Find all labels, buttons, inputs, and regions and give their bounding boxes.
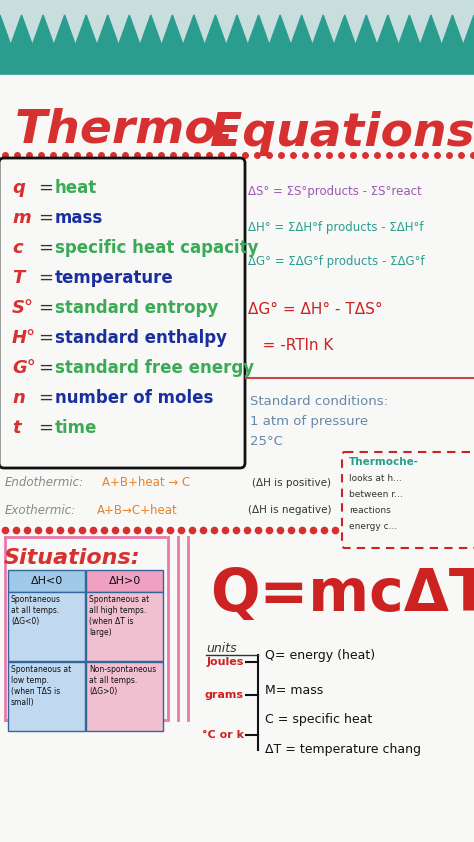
Text: S°: S° — [12, 299, 34, 317]
FancyBboxPatch shape — [86, 570, 163, 592]
Text: standard free energy: standard free energy — [55, 359, 254, 377]
Text: Exothermic:: Exothermic: — [5, 504, 76, 516]
Text: Spontaneous
at all temps.
(ΔG<0): Spontaneous at all temps. (ΔG<0) — [11, 595, 61, 626]
Text: Standard conditions:
1 atm of pressure
25°C: Standard conditions: 1 atm of pressure 2… — [250, 395, 388, 448]
Text: Q=mcΔT: Q=mcΔT — [210, 567, 474, 623]
Text: Endothermic:: Endothermic: — [5, 477, 84, 489]
FancyBboxPatch shape — [8, 662, 85, 731]
Text: Spontaneous at
low temp.
(when TΔS is
small): Spontaneous at low temp. (when TΔS is sm… — [11, 665, 71, 707]
Text: temperature: temperature — [55, 269, 174, 287]
Text: units: units — [206, 642, 237, 654]
Polygon shape — [442, 15, 463, 75]
Text: grams: grams — [205, 690, 244, 700]
Text: q: q — [12, 179, 25, 197]
Text: M= mass: M= mass — [265, 684, 323, 696]
FancyBboxPatch shape — [86, 662, 163, 731]
Text: mass: mass — [55, 209, 103, 227]
Text: (ΔH is positive): (ΔH is positive) — [252, 478, 331, 488]
Text: =: = — [38, 419, 53, 437]
Text: standard entropy: standard entropy — [55, 299, 218, 317]
Polygon shape — [183, 15, 205, 75]
Polygon shape — [312, 15, 334, 75]
Text: reactions: reactions — [349, 506, 391, 515]
Text: ΔH>0: ΔH>0 — [109, 576, 141, 586]
Polygon shape — [334, 15, 356, 75]
Text: n: n — [12, 389, 25, 407]
Text: A+B→C+heat: A+B→C+heat — [97, 504, 178, 516]
Polygon shape — [356, 15, 377, 75]
Text: =: = — [38, 209, 53, 227]
Polygon shape — [75, 15, 97, 75]
Polygon shape — [97, 15, 118, 75]
FancyBboxPatch shape — [342, 452, 474, 548]
Text: ΔS° = ΣS°products - ΣS°react: ΔS° = ΣS°products - ΣS°react — [248, 185, 422, 199]
Text: T: T — [12, 269, 24, 287]
Text: standard enthalpy: standard enthalpy — [55, 329, 227, 347]
Text: °C or k: °C or k — [202, 730, 244, 740]
Polygon shape — [11, 15, 32, 75]
Text: time: time — [55, 419, 97, 437]
Polygon shape — [269, 15, 291, 75]
Polygon shape — [54, 15, 75, 75]
Text: =: = — [38, 299, 53, 317]
Polygon shape — [205, 15, 226, 75]
Text: A+B+heat → C: A+B+heat → C — [102, 477, 190, 489]
Text: ΔH° = ΣΔH°f products - ΣΔH°f: ΔH° = ΣΔH°f products - ΣΔH°f — [248, 221, 423, 235]
Text: energy c...: energy c... — [349, 522, 397, 531]
Text: (ΔH is negative): (ΔH is negative) — [248, 505, 331, 515]
Text: =: = — [38, 239, 53, 257]
Text: Equations: Equations — [210, 110, 474, 156]
FancyBboxPatch shape — [8, 592, 85, 661]
Text: t: t — [12, 419, 21, 437]
Text: ΔG° = ΔH° - TΔS°: ΔG° = ΔH° - TΔS° — [248, 302, 383, 317]
Text: Thermoche-: Thermoche- — [349, 457, 419, 467]
Polygon shape — [248, 15, 269, 75]
Text: ΔT = temperature chang: ΔT = temperature chang — [265, 743, 421, 756]
Text: =: = — [38, 179, 53, 197]
FancyBboxPatch shape — [8, 570, 85, 592]
Polygon shape — [140, 15, 162, 75]
Text: Joules: Joules — [207, 657, 244, 667]
Polygon shape — [420, 15, 442, 75]
Text: between r...: between r... — [349, 490, 403, 499]
Text: heat: heat — [55, 179, 97, 197]
Text: number of moles: number of moles — [55, 389, 213, 407]
Text: ΔG° = ΣΔG°f products - ΣΔG°f: ΔG° = ΣΔG°f products - ΣΔG°f — [248, 255, 425, 269]
Text: Situations:: Situations: — [4, 548, 141, 568]
Text: =: = — [38, 389, 53, 407]
Text: looks at h...: looks at h... — [349, 474, 402, 483]
Polygon shape — [0, 0, 474, 75]
Text: = -RTln K: = -RTln K — [248, 338, 333, 353]
Polygon shape — [377, 15, 399, 75]
Polygon shape — [32, 15, 54, 75]
Text: c: c — [12, 239, 23, 257]
Polygon shape — [0, 75, 474, 842]
Text: H°: H° — [12, 329, 36, 347]
FancyBboxPatch shape — [86, 592, 163, 661]
Polygon shape — [118, 15, 140, 75]
Text: Thermo.: Thermo. — [15, 108, 236, 152]
Text: ΔH<0: ΔH<0 — [31, 576, 63, 586]
Text: Q= energy (heat): Q= energy (heat) — [265, 648, 375, 662]
Polygon shape — [226, 15, 248, 75]
Polygon shape — [463, 15, 474, 75]
Text: Spontaneous at
all high temps.
(when ΔT is
large): Spontaneous at all high temps. (when ΔT … — [89, 595, 149, 637]
Text: =: = — [38, 269, 53, 287]
Polygon shape — [162, 15, 183, 75]
Text: G°: G° — [12, 359, 36, 377]
Polygon shape — [0, 15, 11, 75]
Text: =: = — [38, 359, 53, 377]
Polygon shape — [399, 15, 420, 75]
Polygon shape — [291, 15, 312, 75]
Text: C = specific heat: C = specific heat — [265, 713, 372, 727]
Text: m: m — [12, 209, 31, 227]
Text: specific heat capacity: specific heat capacity — [55, 239, 258, 257]
Text: =: = — [38, 329, 53, 347]
Text: Non-spontaneous
at all temps.
(ΔG>0): Non-spontaneous at all temps. (ΔG>0) — [89, 665, 156, 696]
